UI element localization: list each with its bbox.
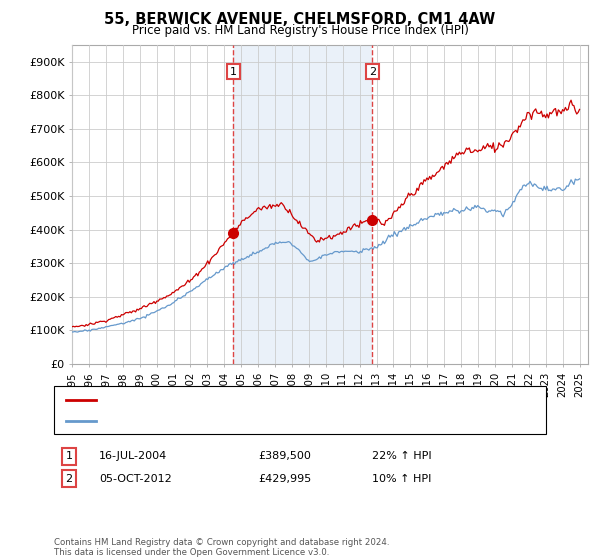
Text: £389,500: £389,500 [258, 451, 311, 461]
Text: 22% ↑ HPI: 22% ↑ HPI [372, 451, 431, 461]
Text: 55, BERWICK AVENUE, CHELMSFORD, CM1 4AW: 55, BERWICK AVENUE, CHELMSFORD, CM1 4AW [104, 12, 496, 27]
Bar [233, 45, 373, 364]
Text: 16-JUL-2004: 16-JUL-2004 [99, 451, 167, 461]
Text: Contains HM Land Registry data © Crown copyright and database right 2024.
This d: Contains HM Land Registry data © Crown c… [54, 538, 389, 557]
Text: 05-OCT-2012: 05-OCT-2012 [99, 474, 172, 484]
Text: 55, BERWICK AVENUE, CHELMSFORD, CM1 4AW (detached house): 55, BERWICK AVENUE, CHELMSFORD, CM1 4AW … [105, 395, 448, 405]
Text: 10% ↑ HPI: 10% ↑ HPI [372, 474, 431, 484]
Text: 1: 1 [230, 67, 237, 77]
Text: £429,995: £429,995 [258, 474, 311, 484]
Text: Price paid vs. HM Land Registry's House Price Index (HPI): Price paid vs. HM Land Registry's House … [131, 24, 469, 36]
Text: 2: 2 [369, 67, 376, 77]
Text: HPI: Average price, detached house, Chelmsford: HPI: Average price, detached house, Chel… [105, 416, 358, 426]
Text: 2: 2 [65, 474, 73, 484]
Text: 1: 1 [65, 451, 73, 461]
